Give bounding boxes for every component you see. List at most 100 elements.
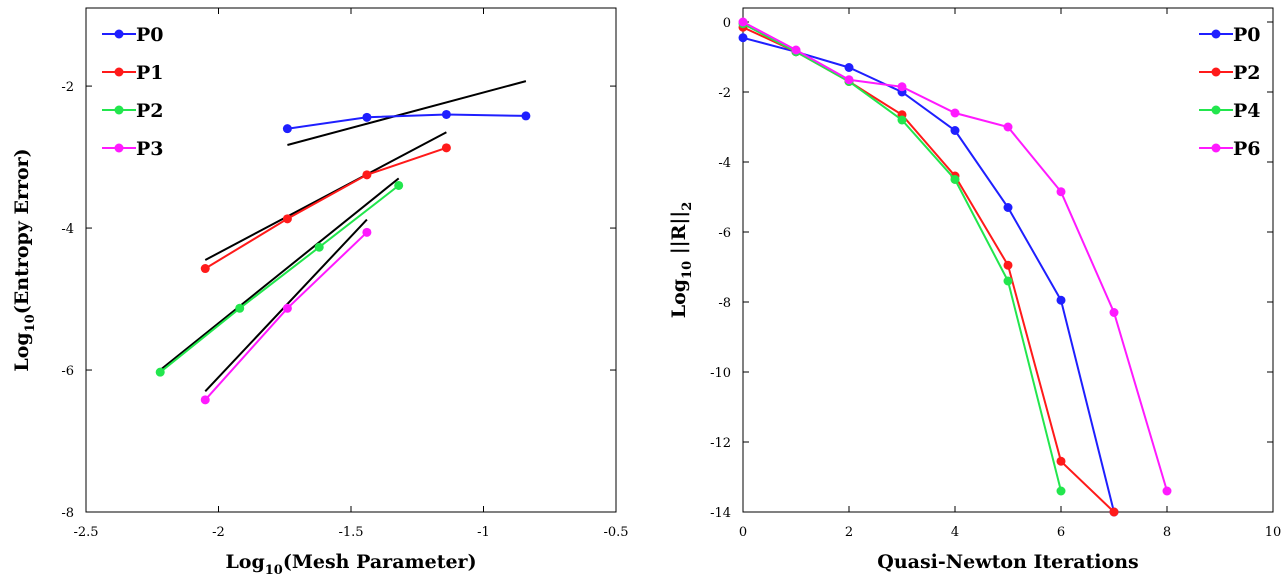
- plot-frame: [85, 7, 617, 513]
- residual-convergence-plot: 0 2 4 6 8 10 -14 -12 -10 -8 -6 -4 -2 0 Quasi-Newton It…: [668, 7, 1282, 573]
- label-part: Log: [225, 551, 264, 573]
- y-tick-label: -6: [61, 364, 74, 379]
- data-point-p0: [362, 112, 372, 122]
- x-tick-label: 2: [845, 525, 853, 540]
- data-point-p0: [950, 126, 960, 135]
- data-point-p2: [1056, 456, 1066, 466]
- data-point-p1: [200, 264, 210, 274]
- y-tick-label: 0: [723, 16, 731, 31]
- data-point-p6: [791, 45, 801, 55]
- y-tick-label: -2: [61, 80, 74, 95]
- x-tick-label: 0: [739, 525, 747, 540]
- y-axis-label: Log10(Entropy Error): [11, 148, 38, 371]
- y-tick-label: -4: [61, 222, 74, 237]
- x-tick-label: -2: [212, 525, 225, 540]
- data-point-p0: [1003, 203, 1013, 212]
- series-line-p0: [742, 36, 1115, 513]
- y-tick-label: -14: [710, 506, 731, 521]
- legend-label-p0: P0: [1233, 24, 1261, 46]
- data-point-p0: [1056, 295, 1066, 305]
- data-point-p0: [521, 111, 531, 121]
- x-tick-label: 10: [1265, 525, 1282, 540]
- data-point-p2: [314, 242, 324, 252]
- label-part: Log: [11, 332, 33, 371]
- data-point-p0: [844, 63, 854, 72]
- data-point-p6: [1003, 122, 1013, 132]
- y-tick-label: -6: [718, 226, 731, 241]
- series-line-p6: [742, 21, 1168, 492]
- data-point-p6: [950, 108, 960, 118]
- y-tick-label: -8: [61, 506, 74, 521]
- data-point-p1: [362, 170, 372, 180]
- legend-label-p2: P2: [1233, 62, 1261, 84]
- legend-marker: [114, 105, 124, 115]
- legend-label-p2: P2: [136, 100, 164, 122]
- data-point-p6: [1056, 187, 1066, 197]
- data-point-p0: [738, 33, 748, 43]
- reference-slope-line: [159, 177, 400, 371]
- data-point-p6: [738, 17, 748, 27]
- data-point-p6: [897, 82, 907, 92]
- legend-marker: [1211, 29, 1221, 39]
- data-point-p2: [155, 367, 165, 377]
- series-line-p2: [159, 184, 400, 373]
- label-part: (Entropy Error): [11, 148, 33, 314]
- x-tick-label: -2.5: [73, 525, 98, 540]
- series-line-p0: [287, 113, 526, 130]
- label-part: (Mesh Parameter): [283, 551, 477, 573]
- data-point-p6: [1109, 308, 1119, 317]
- legend-label-p0: P0: [136, 24, 164, 46]
- label-subscript: 10: [680, 261, 695, 279]
- legend-marker: [1211, 143, 1221, 153]
- label-subscript: 2: [680, 202, 695, 211]
- x-axis-label: Log10(Mesh Parameter): [225, 551, 476, 578]
- x-axis-label: Quasi-Newton Iterations: [877, 551, 1138, 573]
- series-line-p1: [204, 146, 447, 270]
- legend-marker: [114, 67, 124, 77]
- y-tick-label: -8: [718, 296, 731, 311]
- data-point-p0: [282, 124, 292, 134]
- legend-marker: [114, 29, 124, 39]
- data-point-p1: [441, 143, 451, 153]
- legend-label-p4: P4: [1233, 100, 1261, 122]
- x-tick-label: 8: [1163, 525, 1171, 540]
- data-point-p4: [1003, 276, 1013, 286]
- legend-marker: [1211, 67, 1221, 77]
- data-point-p2: [1109, 507, 1119, 517]
- plot-frame: [742, 7, 1274, 513]
- x-tick-label: -1: [477, 525, 490, 540]
- data-point-p0: [441, 109, 451, 119]
- data-point-p3: [362, 227, 372, 237]
- x-tick-label: -0.5: [603, 525, 628, 540]
- y-tick-label: -4: [718, 156, 731, 171]
- label-part: Log: [668, 279, 690, 318]
- data-point-p3: [282, 303, 292, 313]
- reference-slope-line: [287, 80, 527, 146]
- x-tick-label: -1.5: [338, 525, 363, 540]
- legend-marker: [114, 143, 124, 153]
- legend-marker: [1211, 105, 1221, 115]
- legend-label-p1: P1: [136, 62, 164, 84]
- y-tick-label: -10: [710, 366, 731, 381]
- y-axis-label: Log10 ||R||2: [668, 202, 695, 319]
- data-point-p4: [897, 115, 907, 125]
- x-tick-label: 4: [951, 525, 959, 540]
- label-subscript: 10: [265, 563, 283, 578]
- label-subscript: 10: [23, 314, 38, 332]
- y-tick-label: -12: [710, 436, 731, 451]
- reference-slope-line: [204, 131, 447, 261]
- data-point-p2: [235, 303, 245, 313]
- y-tick-label: -2: [718, 86, 731, 101]
- legend-label-p3: P3: [136, 138, 164, 160]
- data-point-p2: [1003, 260, 1013, 270]
- data-point-p1: [282, 214, 292, 224]
- data-point-p6: [1162, 486, 1172, 496]
- x-tick-label: 6: [1057, 525, 1065, 540]
- legend-label-p6: P6: [1233, 138, 1261, 160]
- label-part: ||R||: [668, 211, 690, 261]
- data-point-p4: [950, 175, 960, 184]
- data-point-p6: [844, 75, 854, 85]
- data-point-p3: [200, 395, 210, 405]
